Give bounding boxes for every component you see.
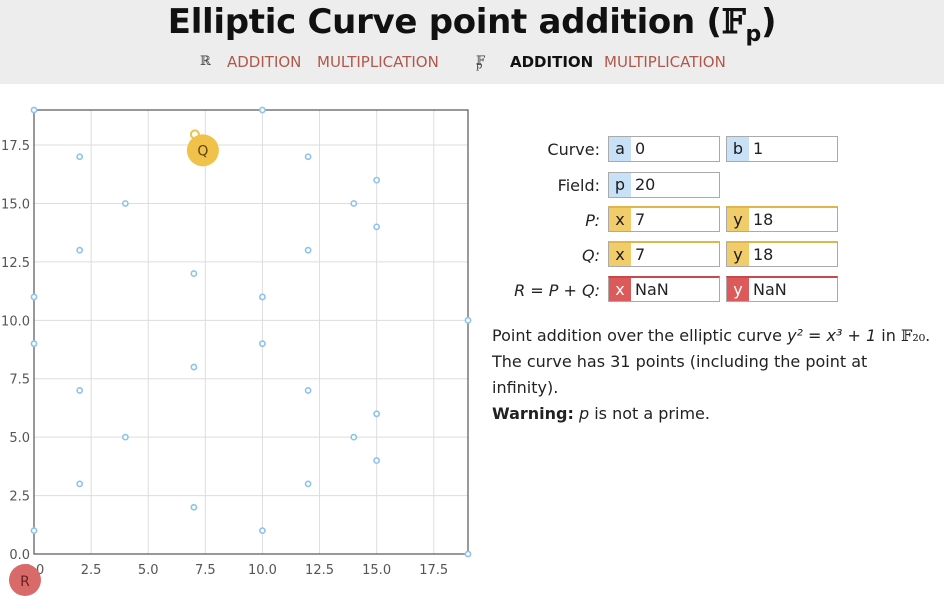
p-value: 20 (635, 175, 656, 194)
description-curve-line: Point addition over the elliptic curve y… (492, 326, 931, 345)
x-tick-label: 2.5 (81, 563, 102, 578)
y-tick-label: 0.0 (9, 548, 30, 563)
Q-label: Q: (582, 246, 600, 265)
curve-plot[interactable]: 0.00.02.52.55.05.07.57.510.010.012.512.5… (0, 100, 480, 596)
Q-marker-label: Q (197, 143, 208, 159)
a-tag: a (609, 137, 631, 161)
curve-point[interactable] (259, 106, 266, 114)
curve-point[interactable] (304, 387, 312, 394)
R-y-value: NaN (753, 280, 787, 299)
description-points-line: The curve has 31 points (including the p… (492, 352, 868, 397)
x-tick-label: 7.5 (195, 563, 216, 578)
curve-equation: y² = x³ + 1 (787, 326, 877, 345)
curve-point[interactable] (76, 153, 84, 161)
curve-point[interactable] (373, 223, 381, 231)
plot-frame (33, 109, 469, 555)
y-tick-label: 17.5 (1, 139, 30, 154)
x-tick-label: 17.5 (419, 563, 448, 578)
curve-point[interactable] (30, 527, 38, 535)
curve-point[interactable] (304, 246, 312, 254)
curve-point[interactable] (30, 293, 38, 301)
b-tag: b (727, 137, 749, 161)
curve-label: Curve: (547, 140, 600, 159)
R-point-marker[interactable] (9, 564, 41, 596)
page-title: Elliptic Curve point addition (𝔽p) (167, 2, 777, 47)
Q-x-input[interactable]: x 7 (608, 241, 720, 267)
curve-point[interactable] (304, 153, 312, 161)
curve-point[interactable] (259, 293, 266, 301)
a-input[interactable]: a 0 (608, 136, 720, 162)
curve-point[interactable] (30, 106, 38, 114)
x-tick-label: 10.0 (248, 563, 277, 578)
curve-point[interactable] (190, 270, 198, 277)
curve-point[interactable] (121, 200, 129, 207)
P-y-input[interactable]: y 18 (726, 206, 838, 232)
R-x-output: x NaN (608, 276, 720, 302)
x-tick-label: 12.5 (305, 563, 334, 578)
curve-point[interactable] (76, 246, 84, 254)
Q-y-input[interactable]: y 18 (726, 241, 838, 267)
y-tick-label: 15.0 (1, 197, 30, 212)
R-marker-label: R (20, 574, 30, 590)
curve-point[interactable] (373, 410, 381, 418)
nav-real-multiplication-link[interactable]: MULTIPLICATION (317, 53, 439, 71)
P-y-tag: y (727, 208, 749, 231)
curve-point[interactable] (259, 340, 266, 348)
warning-line: Warning: p is not a prime. (492, 404, 710, 423)
curve-point[interactable] (121, 433, 129, 441)
y-tick-label: 7.5 (9, 373, 30, 388)
p-input[interactable]: p 20 (608, 172, 720, 198)
P-y-value: 18 (753, 210, 774, 229)
field-symbol: 𝔽₂₀ (900, 326, 926, 345)
R-x-tag: x (609, 278, 631, 301)
nav-fp-addition-link[interactable]: ADDITION (510, 53, 594, 71)
a-value: 0 (635, 139, 646, 158)
P-x-input[interactable]: x 7 (608, 206, 720, 232)
curve-point[interactable] (259, 527, 266, 535)
curve-point[interactable] (350, 200, 358, 207)
x-tick-label: 15.0 (362, 563, 391, 578)
y-tick-label: 10.0 (1, 314, 30, 329)
P-x-value: 7 (635, 210, 646, 229)
x-tick-label: 5.0 (138, 563, 159, 578)
R-y-output: y NaN (726, 276, 838, 302)
Q-x-tag: x (609, 243, 631, 266)
P-x-tag: x (609, 208, 631, 231)
nav-fp-multiplication-link[interactable]: MULTIPLICATION (604, 53, 726, 71)
warning-label: Warning: (492, 404, 574, 423)
y-tick-label: 2.5 (9, 490, 30, 505)
y-tick-label: 12.5 (1, 256, 30, 271)
curve-point[interactable] (76, 387, 84, 394)
field-label: Field: (557, 176, 600, 195)
page-header: Elliptic Curve point addition (𝔽p) ℝ ADD… (0, 0, 944, 84)
Q-y-tag: y (727, 243, 749, 266)
curve-point[interactable] (76, 480, 84, 488)
curve-point[interactable] (304, 480, 312, 488)
Q-x-value: 7 (635, 245, 646, 264)
curve-point[interactable] (373, 457, 381, 464)
description: Point addition over the elliptic curve y… (492, 323, 932, 427)
curve-point[interactable] (350, 433, 358, 441)
P-label: P: (585, 211, 600, 230)
curve-point[interactable] (464, 550, 472, 558)
curve-point[interactable] (373, 176, 381, 184)
curve-point[interactable] (30, 340, 38, 348)
Q-y-value: 18 (753, 245, 774, 264)
p-tag: p (609, 173, 631, 197)
curve-point[interactable] (464, 316, 472, 324)
R-label: R = P + Q: (514, 281, 600, 300)
b-value: 1 (753, 139, 764, 158)
R-x-value: NaN (635, 280, 669, 299)
b-input[interactable]: b 1 (726, 136, 838, 162)
Q-point-marker[interactable] (186, 134, 219, 167)
curve-point[interactable] (190, 363, 198, 371)
R-y-tag: y (727, 278, 749, 301)
nav-real-addition-link[interactable]: ADDITION (227, 53, 302, 71)
curve-point[interactable] (190, 503, 198, 511)
y-tick-label: 5.0 (9, 431, 30, 446)
real-field-symbol: ℝ (200, 54, 211, 69)
